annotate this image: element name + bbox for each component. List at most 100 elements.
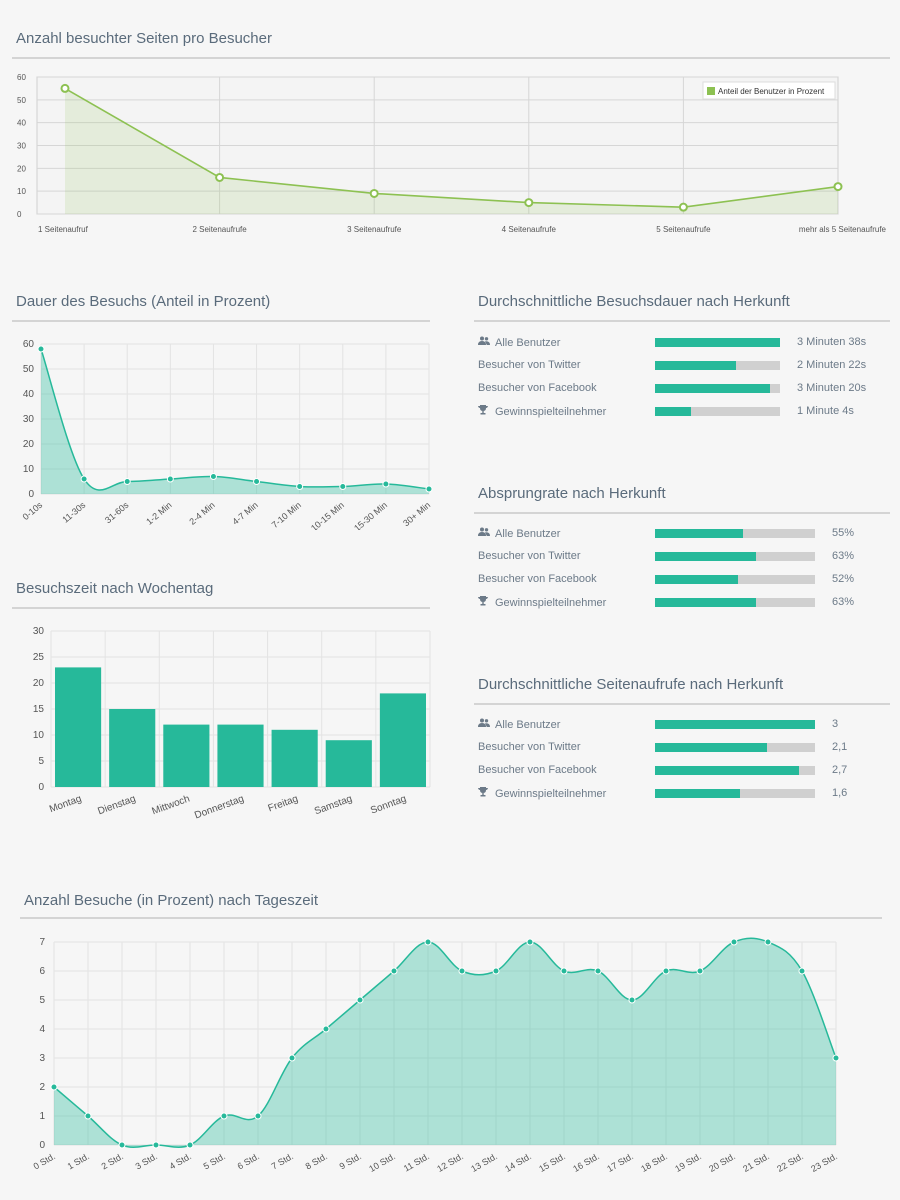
bar-row-label-text: Besucher von Twitter	[478, 550, 581, 562]
progress-track	[655, 384, 780, 393]
x-tick-label: 16 Std.	[571, 1151, 601, 1174]
progress-track	[655, 407, 780, 416]
y-tick-label: 10	[17, 187, 26, 196]
data-point	[526, 938, 534, 946]
bar-row-avg_duration: Besucher von Twitter 2 Minuten 22s	[478, 357, 878, 375]
data-point	[296, 483, 304, 490]
bar-row-value: 1 Minute 4s	[797, 405, 854, 417]
bar-row-avg_pages: Alle Benutzer 3	[478, 716, 878, 734]
data-point	[764, 938, 772, 946]
bar-row-value: 2 Minuten 22s	[797, 359, 867, 371]
bar-row-value: 55%	[832, 527, 855, 539]
y-tick-label: 0	[38, 782, 44, 793]
x-tick-label: 5 Seitenaufrufe	[656, 225, 711, 234]
bar-row-avg_pages: Besucher von Twitter 2,1	[478, 739, 878, 757]
data-point	[678, 202, 688, 212]
bar-row-value: 2,1	[832, 741, 848, 753]
daytime-area-chart: 0 1 2 3 4 5 6 7 0 Std. 1 Std. 2 Std. 3 Std. 4 Std. 5 …	[32, 937, 840, 1174]
divider	[474, 703, 890, 705]
users-icon	[478, 336, 492, 349]
x-tick-label: 6 Std.	[236, 1151, 261, 1171]
bar-row-label: Gewinnspielteilnehmer	[478, 787, 606, 800]
bar	[379, 693, 426, 787]
bar-row-avg_pages: Besucher von Facebook 2,7	[478, 762, 878, 780]
data-point	[253, 478, 261, 485]
progress-fill	[655, 338, 780, 347]
y-tick-label: 50	[17, 96, 26, 105]
x-tick-label: 4 Seitenaufrufe	[502, 225, 557, 234]
data-point	[390, 967, 398, 975]
x-tick-label: 11 Std.	[402, 1151, 431, 1174]
x-tick-label: 3 Std.	[134, 1151, 159, 1171]
progress-fill	[655, 384, 770, 393]
data-point	[288, 1054, 296, 1062]
bar	[271, 729, 318, 787]
data-point	[425, 485, 433, 493]
bar-row-avg_duration: Besucher von Facebook 3 Minuten 20s	[478, 380, 878, 398]
legend-swatch	[707, 87, 715, 95]
bar-row-label-text: Besucher von Twitter	[478, 359, 581, 371]
y-tick-label: 25	[33, 652, 45, 663]
data-point	[560, 967, 568, 975]
data-point	[730, 938, 738, 946]
bar-row-label-text: Gewinnspielteilnehmer	[495, 597, 607, 609]
y-tick-label: 20	[23, 439, 35, 450]
bar-row-label: Besucher von Twitter	[478, 359, 581, 371]
y-tick-label: 3	[39, 1053, 45, 1064]
x-tick-label: 15-30 Min	[352, 500, 389, 530]
y-tick-label: 10	[23, 464, 35, 475]
legend-box	[702, 81, 836, 100]
y-tick-label: 15	[33, 704, 45, 715]
y-tick-label: 5	[38, 756, 44, 767]
x-tick-label: 4 Std.	[168, 1151, 193, 1171]
x-tick-label: 17 Std.	[605, 1151, 635, 1174]
progress-fill	[655, 407, 692, 416]
legend: Anteil der Benutzer in Prozent	[702, 81, 836, 100]
y-tick-label: 60	[23, 339, 35, 350]
bar-row-value: 63%	[832, 596, 855, 608]
bar	[109, 709, 156, 787]
data-point	[339, 483, 347, 490]
bar	[163, 724, 210, 787]
x-tick-label: 22 Std.	[775, 1151, 805, 1174]
data-point	[166, 475, 174, 483]
x-tick-label: Montag	[48, 793, 83, 815]
bar-row-value: 63%	[832, 550, 855, 562]
data-point	[118, 1141, 126, 1149]
x-tick-label: 12 Std.	[435, 1151, 465, 1174]
data-point	[382, 480, 390, 488]
divider	[12, 607, 430, 609]
users-icon	[478, 527, 492, 540]
bar-row-label: Alle Benutzer	[478, 527, 560, 540]
progress-track	[655, 575, 815, 584]
progress-track	[655, 766, 815, 775]
x-tick-label: 10-15 Min	[309, 500, 346, 530]
data-point	[594, 967, 602, 975]
bar-row-label: Besucher von Facebook	[478, 382, 597, 394]
progress-track	[655, 361, 780, 370]
bar-row-value: 3 Minuten 20s	[797, 382, 867, 394]
bar	[325, 740, 372, 787]
progress-fill	[655, 766, 799, 775]
y-tick-label: 0	[39, 1140, 45, 1151]
x-tick-label: 30+ Min	[401, 500, 432, 528]
y-tick-label: 40	[17, 119, 26, 128]
y-tick-label: 1	[39, 1111, 45, 1122]
bar-row-value: 2,7	[832, 764, 848, 776]
divider	[474, 512, 890, 514]
x-tick-label: 10 Std.	[367, 1151, 397, 1174]
title-bounce: Absprungrate nach Herkunft	[478, 485, 666, 502]
bar-row-label: Besucher von Twitter	[478, 550, 581, 562]
progress-fill	[655, 743, 767, 752]
y-tick-label: 20	[17, 164, 26, 173]
progress-fill	[655, 598, 756, 607]
x-tick-label: 9 Std.	[338, 1151, 363, 1171]
progress-fill	[655, 720, 815, 729]
bar-row-avg_duration: Gewinnspielteilnehmer 1 Minute 4s	[478, 403, 878, 421]
pages-line-chart: 0 10 20 30 40 50 60 1 Seitenaufruf 2 Seitenaufru…	[17, 73, 887, 234]
data-point	[50, 1083, 58, 1091]
progress-fill	[655, 789, 740, 798]
bar-row-label: Besucher von Twitter	[478, 741, 581, 753]
data-point	[80, 475, 88, 483]
bar-row-label-text: Besucher von Facebook	[478, 764, 597, 776]
